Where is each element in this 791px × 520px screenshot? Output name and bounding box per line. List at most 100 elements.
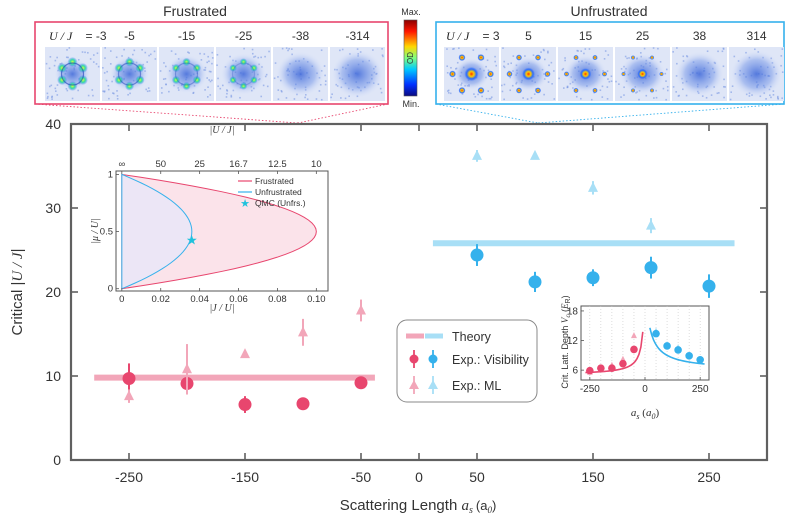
noise-speck [89,58,92,60]
noise-speck [562,87,565,89]
inset-phase-top-tick-label: 16.7 [229,159,248,170]
noise-speck [127,93,129,96]
noise-speck [209,80,212,83]
noise-speck [481,95,483,98]
bragg-peak [229,64,237,72]
noise-speck [81,51,84,53]
inset-depth-y-tick-label: 6 [572,366,578,377]
noise-speck [277,89,280,91]
noise-speck [293,98,296,100]
noise-speck [45,62,48,65]
tof-image [159,47,214,101]
ml-point [472,149,482,160]
noise-speck [730,91,732,93]
zoom-connectors [34,103,785,124]
bragg-peak [171,75,181,85]
noise-speck [486,59,489,62]
noise-speck [450,66,452,69]
noise-speck [149,53,152,56]
noise-speck [380,91,383,94]
inset-depth-visibility-point [586,366,594,375]
noise-speck [643,47,646,50]
noise-speck [524,55,526,57]
noise-speck [512,55,515,57]
noise-speck [667,89,669,92]
noise-speck [226,90,229,92]
noise-speck [331,93,333,96]
noise-speck [653,97,655,99]
noise-speck [665,80,667,82]
inset-phase-x-tick-label: 0.10 [307,294,326,305]
noise-speck [575,95,578,98]
noise-speck [87,94,90,97]
noise-speck [618,83,620,85]
noise-speck [84,51,86,54]
noise-speck [97,65,100,68]
x-tick-label: 250 [697,469,721,485]
noise-speck [733,55,736,58]
noise-speck [485,97,488,100]
noise-speck [777,98,780,100]
noise-speck [211,79,213,82]
y-axis-label-var: U / J [10,251,26,282]
tof-image [729,47,784,101]
tof-image [273,47,328,101]
qmc-star-icon: ★ [240,198,250,210]
noise-speck [645,94,648,97]
noise-speck [50,84,53,87]
noise-speck [724,86,726,88]
inset-depth-y-label: Crit. Latt. Depth Vc (ER) [560,295,572,388]
noise-speck [91,89,94,91]
noise-speck [68,47,71,49]
noise-speck [509,89,512,92]
colorbar: Max. OD Min. [401,7,421,109]
noise-speck [217,77,219,80]
noise-speck [66,49,68,51]
noise-speck [604,50,607,52]
noise-speck [210,70,212,73]
noise-speck [487,90,490,92]
noise-speck [304,96,306,99]
noise-speck [381,48,383,50]
bragg-peak [592,87,598,94]
uj-value-label: -38 [292,29,310,43]
inset-phase-top-tick-label: 25 [194,159,205,170]
noise-speck [652,47,655,49]
noise-speck [265,73,268,76]
unfrustrated-panel-title: Unfrustrated [570,3,647,19]
noise-speck [77,89,79,92]
noise-speck [583,52,585,55]
bragg-peak [250,76,258,84]
noise-speck [123,48,125,51]
noise-speck [447,92,450,94]
inset-depth-visibility-point [674,346,682,354]
noise-speck [510,62,512,65]
noise-speck [665,68,668,71]
bragg-peak [182,57,191,67]
noise-speck [324,83,327,86]
inset-phase-x-tick-label: 0.08 [268,294,287,305]
tof-image [444,47,499,101]
x-axis-label-var: a [461,498,469,514]
noise-speck [564,59,566,62]
noise-speck [211,51,214,54]
noise-speck [324,74,326,77]
noise-speck [576,49,579,52]
uj-value-label: -25 [235,29,253,43]
inset-depth-visibility-point [608,364,616,372]
noise-speck [721,50,724,53]
uj-value-label: 38 [693,29,707,43]
noise-speck [192,91,195,94]
noise-speck [108,97,110,100]
noise-speck [547,51,549,54]
noise-speck [163,62,165,64]
noise-speck [458,47,460,50]
ring [174,62,199,86]
inset-phase-top-axis-label: |U / J| [210,125,235,136]
noise-speck [160,87,163,89]
uj-value-label: 25 [636,29,650,43]
noise-speck [503,65,505,68]
uj-value-label: -15 [178,29,196,43]
noise-speck [447,89,450,92]
